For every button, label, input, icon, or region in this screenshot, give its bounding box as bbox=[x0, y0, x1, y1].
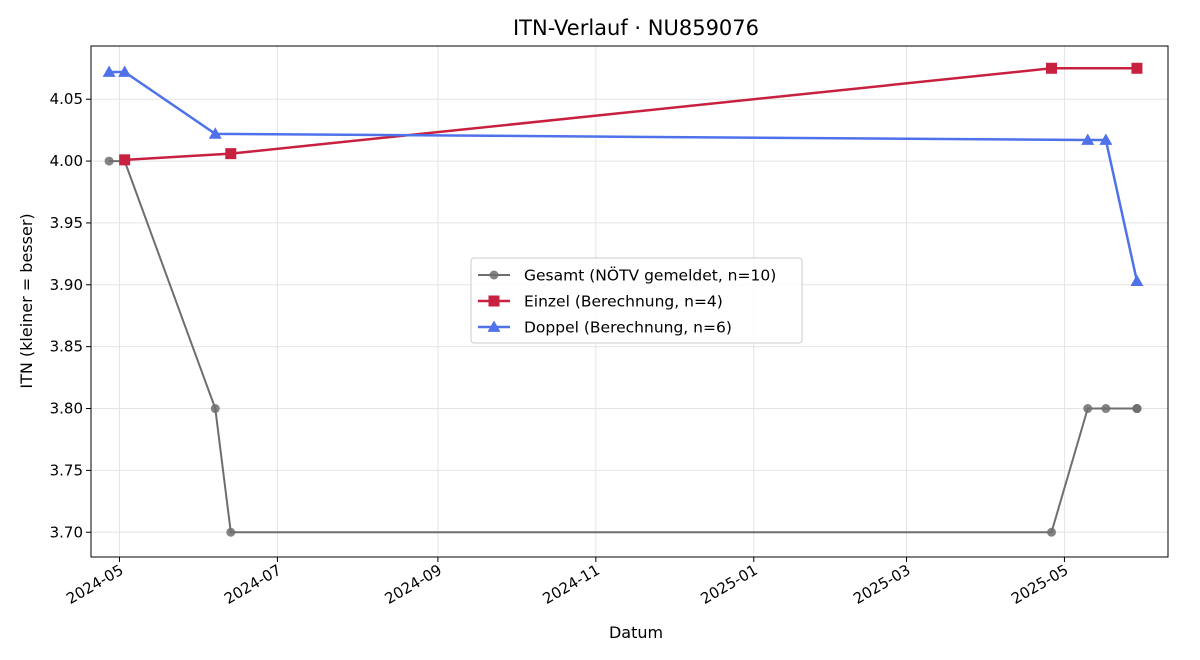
y-tick-label: 3.95 bbox=[50, 214, 83, 232]
data-point bbox=[118, 65, 132, 77]
legend-label: Einzel (Berechnung, n=4) bbox=[524, 293, 723, 311]
x-axis-label: Datum bbox=[609, 623, 663, 642]
data-point bbox=[1046, 527, 1056, 537]
y-tick-label: 3.75 bbox=[50, 461, 83, 479]
data-point bbox=[1130, 274, 1144, 286]
series-2 bbox=[119, 62, 1143, 166]
legend-label: Gesamt (NÖTV gemeldet, n=10) bbox=[524, 266, 776, 285]
series-3 bbox=[102, 65, 1144, 286]
data-point bbox=[1081, 133, 1095, 145]
chart-title: ITN-Verlauf · NU859076 bbox=[513, 16, 759, 40]
data-point bbox=[104, 156, 114, 166]
y-tick-label: 3.70 bbox=[50, 523, 83, 541]
legend-marker bbox=[488, 295, 500, 307]
legend-item: Einzel (Berechnung, n=4) bbox=[478, 293, 723, 311]
data-point bbox=[1132, 404, 1142, 414]
data-point bbox=[1099, 133, 1113, 145]
data-point bbox=[1083, 404, 1093, 414]
legend-marker bbox=[489, 270, 499, 280]
legend-marker bbox=[487, 320, 501, 332]
data-point bbox=[119, 154, 131, 166]
plot-frame bbox=[90, 45, 1169, 558]
data-point bbox=[225, 148, 237, 160]
data-point bbox=[102, 65, 116, 77]
legend-item: Gesamt (NÖTV gemeldet, n=10) bbox=[478, 266, 776, 285]
legend-label: Doppel (Berechnung, n=6) bbox=[524, 319, 732, 337]
data-point bbox=[1045, 62, 1057, 74]
data-point bbox=[210, 404, 220, 414]
y-tick-label: 3.85 bbox=[50, 338, 83, 356]
series-layer bbox=[102, 62, 1144, 537]
y-tick-label: 4.05 bbox=[50, 90, 83, 108]
legend-item: Doppel (Berechnung, n=6) bbox=[478, 319, 732, 337]
series-line bbox=[124, 67, 1137, 162]
y-tick-label: 4.00 bbox=[50, 152, 83, 170]
data-point bbox=[208, 127, 222, 139]
legend: Gesamt (NÖTV gemeldet, n=10) Einzel (Bere… bbox=[470, 257, 803, 344]
y-tick-label: 3.80 bbox=[50, 400, 83, 418]
data-point bbox=[1131, 62, 1143, 74]
data-point bbox=[226, 527, 236, 537]
data-point bbox=[1101, 404, 1111, 414]
y-axis-label: ITN (kleiner = besser) bbox=[17, 213, 36, 388]
y-tick-label: 3.90 bbox=[50, 276, 83, 294]
legend-frame bbox=[470, 257, 803, 344]
